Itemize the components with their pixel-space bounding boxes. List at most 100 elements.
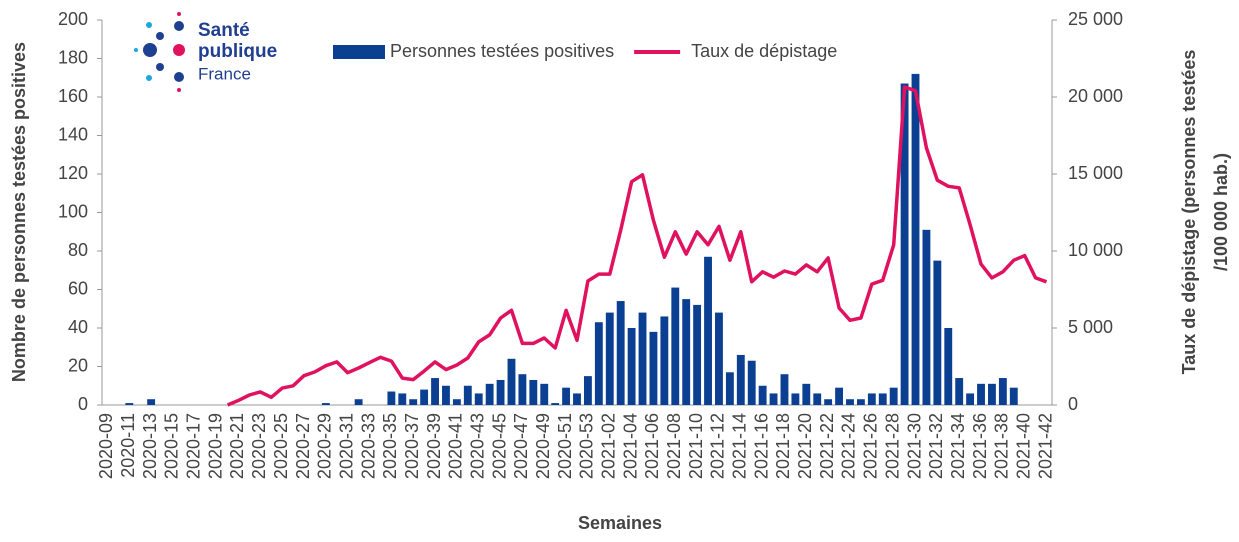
x-tick-label: 2020-19 [205, 413, 225, 479]
bar [1009, 387, 1018, 405]
bar [889, 387, 898, 405]
y-tick-label: 180 [58, 47, 88, 67]
bar [409, 399, 418, 405]
bar [715, 312, 723, 405]
bar [431, 378, 439, 405]
x-tick-label: 2021-22 [817, 413, 837, 479]
bar [922, 229, 931, 405]
x-tick-label: 2021-12 [708, 413, 728, 479]
x-tick-label: 2021-02 [599, 413, 619, 479]
x-tick-label: 2020-33 [358, 413, 378, 479]
bar [725, 372, 734, 405]
bar [846, 399, 854, 405]
bar [824, 399, 833, 405]
x-tick-label: 2020-43 [467, 413, 487, 479]
x-tick-label: 2020-15 [162, 413, 182, 479]
x-tick-label: 2021-36 [970, 413, 990, 479]
logo-dot [146, 22, 152, 28]
x-tick-label: 2020-51 [555, 413, 575, 479]
x-tick-label: 2020-09 [96, 413, 116, 479]
y2-axis-title: Taux de dépistage (personnes testées [1179, 50, 1199, 375]
bar [573, 393, 581, 405]
x-tick-label: 2020-37 [402, 413, 422, 479]
bar [802, 383, 811, 405]
logo: Santé publique France [134, 12, 277, 92]
bar [780, 374, 789, 405]
x-tick-label: 2021-06 [642, 413, 662, 479]
logo-dot [143, 43, 157, 57]
x-tick-label: 2020-11 [118, 413, 138, 478]
x-tick-label: 2020-49 [533, 413, 553, 479]
logo-dot [134, 48, 138, 52]
y-tick-label: 40 [68, 317, 88, 337]
x-tick-label: 2021-28 [882, 413, 902, 479]
bar [452, 399, 461, 405]
bar [387, 391, 396, 405]
x-tick-label: 2021-40 [1013, 413, 1033, 479]
x-tick-label: 2021-08 [664, 413, 684, 479]
bar [562, 387, 571, 405]
y-tick-label: 140 [58, 124, 88, 144]
x-tick-label: 2021-34 [948, 413, 968, 479]
x-tick-label: 2020-23 [249, 413, 269, 479]
bar [998, 378, 1007, 405]
x-tick-label: 2021-18 [773, 413, 793, 479]
y-tick-label: 20 [68, 355, 88, 375]
x-axis-title: Semaines [578, 513, 662, 533]
bar [518, 374, 527, 405]
logo-dot [177, 12, 181, 16]
bar [966, 393, 975, 405]
x-tick-label: 2021-32 [926, 413, 946, 479]
logo-dot [177, 88, 181, 92]
x-tick-label: 2020-21 [227, 413, 247, 479]
x-tick-label: 2020-45 [489, 413, 509, 479]
bar [485, 383, 494, 405]
y-tick-label: 160 [58, 86, 88, 106]
x-tick-label: 2020-41 [446, 413, 466, 479]
bar [813, 393, 822, 405]
legend-swatch [333, 45, 385, 59]
bar [878, 393, 887, 405]
x-tick-label: 2020-31 [336, 413, 356, 479]
x-tick-label: 2020-47 [511, 413, 531, 479]
bar [933, 260, 942, 405]
x-tick-label: 2021-26 [861, 413, 881, 479]
y-tick-label: 120 [58, 163, 88, 183]
logo-dot [174, 21, 184, 31]
y-tick-label: 200 [58, 9, 88, 29]
bar [125, 403, 134, 405]
bar [398, 393, 407, 405]
x-tick-label: 2021-14 [730, 413, 750, 479]
bar [649, 331, 658, 405]
bar [583, 376, 592, 405]
bar [693, 304, 702, 405]
logo-text: Santé [198, 20, 250, 41]
bar [638, 312, 647, 405]
y-tick-label: 100 [58, 201, 88, 221]
bar [540, 383, 549, 405]
x-tick-label: 2021-10 [686, 413, 706, 479]
x-tick-label: 2021-20 [795, 413, 815, 479]
bar [507, 358, 516, 405]
y-tick-label: 60 [68, 278, 88, 298]
y2-tick-label: 0 [1068, 394, 1078, 414]
bar [900, 83, 909, 406]
x-tick-label: 2021-42 [1035, 413, 1055, 479]
bar [769, 393, 778, 405]
x-tick-label: 2021-38 [992, 413, 1012, 479]
y2-tick-label: 20 000 [1068, 86, 1123, 106]
bar [988, 383, 996, 405]
y-tick-label: 80 [68, 240, 88, 260]
bar [660, 316, 669, 405]
y2-tick-label: 15 000 [1068, 163, 1123, 183]
bar [496, 379, 505, 405]
bar [671, 287, 680, 405]
logo-dot [156, 63, 164, 71]
bar [856, 399, 865, 405]
bar [867, 393, 876, 405]
line [226, 85, 1048, 407]
x-tick-label: 2020-53 [577, 413, 597, 479]
x-tick-label: 2021-24 [839, 413, 859, 479]
bar [321, 403, 330, 405]
